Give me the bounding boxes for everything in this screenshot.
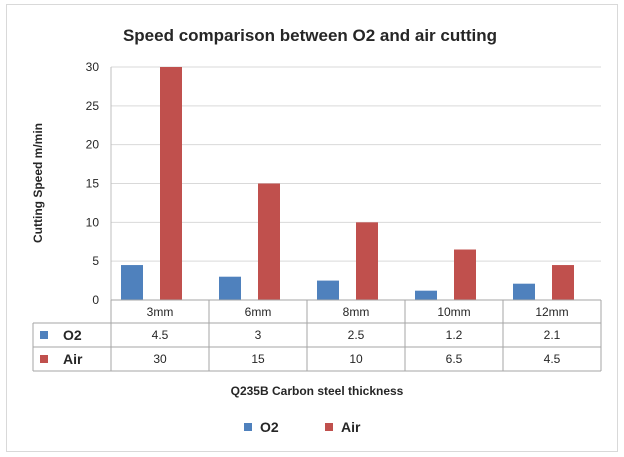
chart-frame	[6, 4, 618, 452]
table-value: 15	[251, 352, 265, 366]
table-value: 1.2	[446, 328, 463, 342]
legend-label-air: Air	[341, 419, 361, 435]
bar-o2	[513, 283, 535, 300]
table-value: 4.5	[544, 352, 561, 366]
y-tick-label: 5	[92, 254, 99, 268]
y-tick-label: 25	[86, 99, 100, 113]
chart-title: Speed comparison between O2 and air cutt…	[123, 26, 497, 45]
table-value: 30	[153, 352, 167, 366]
table-series-label: O2	[63, 327, 82, 343]
table-value: 10	[349, 352, 363, 366]
bar-air	[552, 265, 574, 300]
table-value: 2.5	[348, 328, 365, 342]
bar-o2	[415, 290, 437, 300]
y-tick-label: 10	[86, 215, 100, 229]
bar-o2	[317, 280, 339, 300]
bar-o2	[219, 276, 241, 300]
x-category-label: 12mm	[535, 305, 568, 319]
bar-air	[454, 249, 476, 300]
legend[interactable]: O2 Air	[244, 419, 361, 435]
y-tick-label: 15	[86, 177, 100, 191]
table-series-label: Air	[63, 351, 83, 367]
x-category-label: 3mm	[147, 305, 174, 319]
y-tick-label: 20	[86, 138, 100, 152]
y-axis-title: Cutting Speed m/min	[31, 123, 45, 243]
plot-area: 0 5 10 15 20 25 30	[86, 60, 601, 307]
table-value: 2.1	[544, 328, 561, 342]
bar-air	[356, 222, 378, 300]
x-axis-title: Q235B Carbon steel thickness	[231, 384, 404, 398]
table-value: 3	[255, 328, 262, 342]
x-category-label: 6mm	[245, 305, 272, 319]
legend-key-o2	[244, 423, 252, 431]
y-tick-label: 0	[92, 293, 99, 307]
legend-label-o2: O2	[260, 419, 279, 435]
bar-air	[258, 183, 280, 300]
y-tick-label: 30	[86, 60, 100, 74]
table-value: 6.5	[446, 352, 463, 366]
table-key-o2	[40, 331, 48, 339]
bar-o2	[121, 265, 143, 300]
bar-air	[160, 67, 182, 300]
x-category-label: 10mm	[437, 305, 470, 319]
table-value: 4.5	[152, 328, 169, 342]
table-key-air	[40, 355, 48, 363]
legend-key-air	[325, 423, 333, 431]
x-category-label: 8mm	[343, 305, 370, 319]
data-table: 3mm 6mm 8mm 10mm 12mm O2 4.5 3 2.5 1.2 2.1 Air 30 15 1…	[32, 299, 602, 372]
